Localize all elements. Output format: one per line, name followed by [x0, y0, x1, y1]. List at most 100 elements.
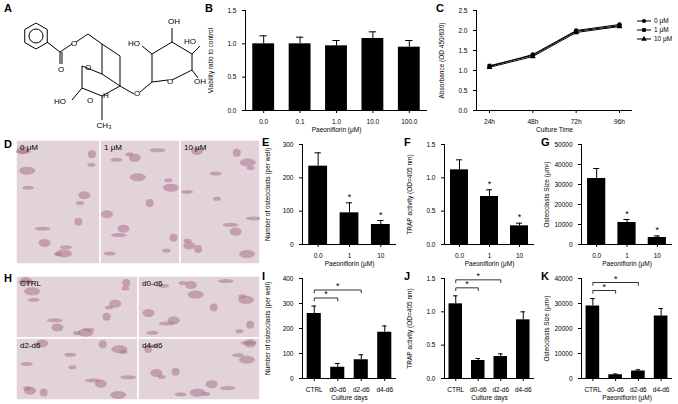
svg-text:0: 0: [569, 375, 573, 382]
svg-text:10000: 10000: [554, 221, 572, 228]
svg-text:30000: 30000: [554, 181, 572, 188]
svg-text:1.0: 1.0: [426, 308, 435, 315]
svg-text:0.5: 0.5: [426, 207, 435, 214]
svg-text:0.5: 0.5: [426, 341, 435, 348]
svg-text:*: *: [602, 282, 606, 292]
svg-text:0: 0: [290, 375, 294, 382]
svg-text:O: O: [85, 63, 91, 72]
svg-text:96h: 96h: [614, 118, 625, 125]
svg-text:TRAP activity (OD=405 nm): TRAP activity (OD=405 nm): [406, 154, 414, 234]
svg-text:1: 1: [488, 252, 492, 259]
svg-text:50000: 50000: [554, 141, 572, 148]
svg-text:0.0: 0.0: [314, 252, 323, 259]
svg-text:1.0: 1.0: [332, 118, 341, 125]
svg-text:1.5: 1.5: [458, 47, 467, 54]
svg-text:d2-d6: d2-d6: [20, 341, 41, 350]
svg-text:*: *: [324, 289, 328, 299]
svg-text:O: O: [58, 65, 64, 74]
svg-text:10.0: 10.0: [367, 118, 380, 125]
svg-text:Absorbance (OD 450/630): Absorbance (OD 450/630): [438, 23, 446, 99]
svg-text:0 μM: 0 μM: [20, 143, 38, 152]
svg-text:CTRL: CTRL: [584, 386, 601, 393]
svg-text:10 μM: 10 μM: [184, 143, 207, 152]
svg-text:*: *: [488, 179, 492, 189]
svg-text:0.0: 0.0: [455, 252, 464, 259]
svg-text:1 μM: 1 μM: [104, 143, 122, 152]
svg-text:Culture days: Culture days: [331, 394, 368, 402]
svg-text:30000: 30000: [554, 300, 572, 307]
svg-text:300: 300: [283, 300, 294, 307]
svg-text:O: O: [71, 39, 77, 48]
svg-text:40000: 40000: [554, 275, 572, 282]
svg-text:100: 100: [283, 207, 294, 214]
svg-text:HO: HO: [128, 39, 140, 48]
svg-text:10: 10: [377, 252, 385, 259]
svg-text:d4-d6: d4-d6: [142, 341, 163, 350]
svg-text:2.5: 2.5: [458, 7, 467, 14]
svg-text:0.0: 0.0: [259, 118, 268, 125]
svg-text:400: 400: [283, 275, 294, 282]
svg-text:d4-d6: d4-d6: [376, 386, 393, 393]
svg-text:O: O: [167, 77, 173, 86]
svg-text:CH₃: CH₃: [97, 121, 112, 130]
svg-text:200: 200: [283, 325, 294, 332]
svg-text:0.0: 0.0: [458, 107, 467, 114]
svg-text:OH: OH: [168, 17, 180, 26]
svg-text:d4-d6: d4-d6: [515, 386, 532, 393]
svg-text:*: *: [625, 209, 629, 219]
svg-text:0.1: 0.1: [296, 118, 305, 125]
svg-text:Number of osteoclasts (per wel: Number of osteoclasts (per well): [264, 148, 272, 241]
svg-text:20000: 20000: [554, 325, 572, 332]
svg-text:*: *: [336, 281, 340, 291]
svg-text:*: *: [348, 192, 352, 202]
svg-text:20000: 20000: [554, 201, 572, 208]
svg-text:10000: 10000: [554, 350, 572, 357]
svg-text:d2-d6: d2-d6: [630, 386, 647, 393]
svg-text:CTRL: CTRL: [20, 279, 41, 288]
svg-text:200: 200: [283, 174, 294, 181]
svg-text:*: *: [656, 225, 660, 235]
svg-text:H: H: [103, 91, 109, 100]
svg-text:0.0: 0.0: [426, 241, 435, 248]
svg-text:1.0: 1.0: [458, 67, 467, 74]
svg-text:*: *: [476, 271, 480, 281]
svg-text:Osteoclasts Size (μm²): Osteoclasts Size (μm²): [543, 162, 551, 228]
svg-text:*: *: [518, 212, 522, 222]
svg-text:Culture Time: Culture Time: [536, 126, 573, 133]
svg-text:d0-d6: d0-d6: [607, 386, 624, 393]
svg-text:Paeoniflorin (μM): Paeoniflorin (μM): [602, 394, 652, 402]
svg-text:2.0: 2.0: [458, 27, 467, 34]
svg-text:d2-d6: d2-d6: [353, 386, 370, 393]
svg-text:0.5: 0.5: [458, 87, 467, 94]
svg-text:1.5: 1.5: [227, 7, 236, 14]
svg-text:TRAP activity (OD=405 nm): TRAP activity (OD=405 nm): [406, 288, 414, 368]
svg-text:Number of osteoclasts (per wel: Number of osteoclasts (per well): [264, 282, 272, 375]
svg-text:*: *: [465, 279, 469, 289]
svg-text:0.0: 0.0: [426, 375, 435, 382]
svg-text:72h: 72h: [571, 118, 582, 125]
svg-text:OH: OH: [194, 77, 206, 86]
svg-text:0.0: 0.0: [227, 107, 236, 114]
svg-text:Paeoniflorin (μM): Paeoniflorin (μM): [312, 126, 362, 134]
svg-text:24h: 24h: [484, 118, 495, 125]
svg-text:48h: 48h: [527, 118, 538, 125]
svg-text:Paeoniflorin (μM): Paeoniflorin (μM): [602, 260, 652, 268]
svg-text:100: 100: [283, 350, 294, 357]
svg-text:CTRL: CTRL: [447, 386, 464, 393]
svg-text:*: *: [379, 210, 383, 220]
svg-text:HO: HO: [54, 97, 66, 106]
svg-text:1.5: 1.5: [426, 141, 435, 148]
svg-text:10: 10: [516, 252, 524, 259]
svg-text:1: 1: [348, 252, 352, 259]
svg-text:0: 0: [290, 241, 294, 248]
svg-text:d4-d6: d4-d6: [653, 386, 670, 393]
svg-text:O: O: [134, 89, 140, 98]
svg-text:CTRL: CTRL: [306, 386, 323, 393]
svg-text:Paeoniflorin (μM): Paeoniflorin (μM): [325, 260, 375, 268]
svg-text:Paeoniflorin (μM): Paeoniflorin (μM): [465, 260, 515, 268]
svg-text:1.0: 1.0: [227, 40, 236, 47]
svg-text:Viability ratio to control: Viability ratio to control: [207, 27, 215, 93]
svg-text:d2-d6: d2-d6: [492, 386, 509, 393]
svg-text:0: 0: [569, 241, 573, 248]
svg-text:Culture days: Culture days: [471, 394, 508, 402]
